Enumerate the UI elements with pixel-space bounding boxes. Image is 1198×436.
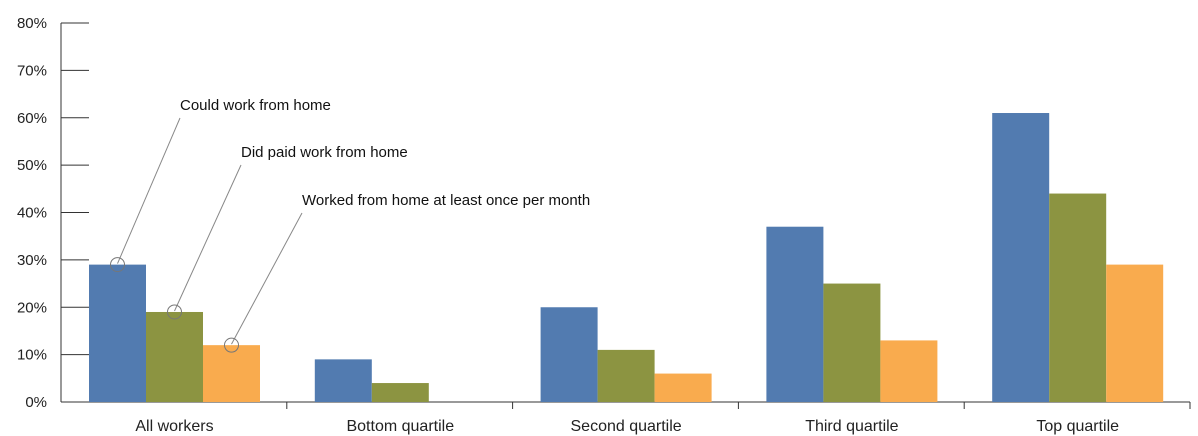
y-tick-label: 0% — [25, 394, 47, 411]
callout-leader — [231, 212, 303, 345]
y-tick-label: 30% — [17, 252, 47, 269]
x-tick-label: Bottom quartile — [346, 418, 454, 435]
bar — [880, 340, 938, 402]
y-tick-label: 80% — [17, 15, 47, 32]
bar — [992, 113, 1050, 402]
x-tick-label: Top quartile — [1036, 418, 1119, 435]
series-label: Did paid work from home — [241, 144, 408, 161]
bar — [1049, 193, 1107, 402]
callout-marker — [110, 257, 125, 273]
bar — [654, 373, 712, 402]
bar — [823, 283, 881, 402]
bars — [89, 113, 1164, 402]
callout-marker — [167, 304, 182, 320]
bar — [146, 311, 203, 402]
y-tick-label: 20% — [17, 299, 47, 316]
bar — [766, 226, 824, 402]
y-tick-label: 50% — [17, 157, 47, 174]
bar — [597, 349, 655, 402]
y-tick-label: 70% — [17, 62, 47, 79]
series-callouts: Could work from home Did paid work from h… — [110, 97, 590, 353]
y-tick-label: 10% — [17, 347, 47, 364]
bar — [314, 359, 372, 402]
bar — [1106, 264, 1164, 402]
callout-leader — [117, 117, 181, 264]
x-tick-label: Third quartile — [805, 418, 898, 435]
y-tick-label: 40% — [17, 205, 47, 222]
callout-leader — [174, 164, 242, 312]
callout-marker — [224, 337, 239, 353]
bar — [540, 307, 598, 402]
axes: 0% 10% 20% 30% 40% 50% 60% 70% 80% All workers Bot… — [17, 15, 1191, 435]
series-label: Worked from home at least once per month — [302, 192, 590, 209]
y-tick-label: 60% — [17, 110, 47, 127]
x-tick-label: All workers — [135, 418, 213, 435]
series-label: Could work from home — [180, 97, 331, 114]
x-tick-label: Second quartile — [571, 418, 682, 435]
bar — [371, 383, 429, 402]
bar — [89, 264, 146, 402]
bar — [203, 345, 260, 402]
